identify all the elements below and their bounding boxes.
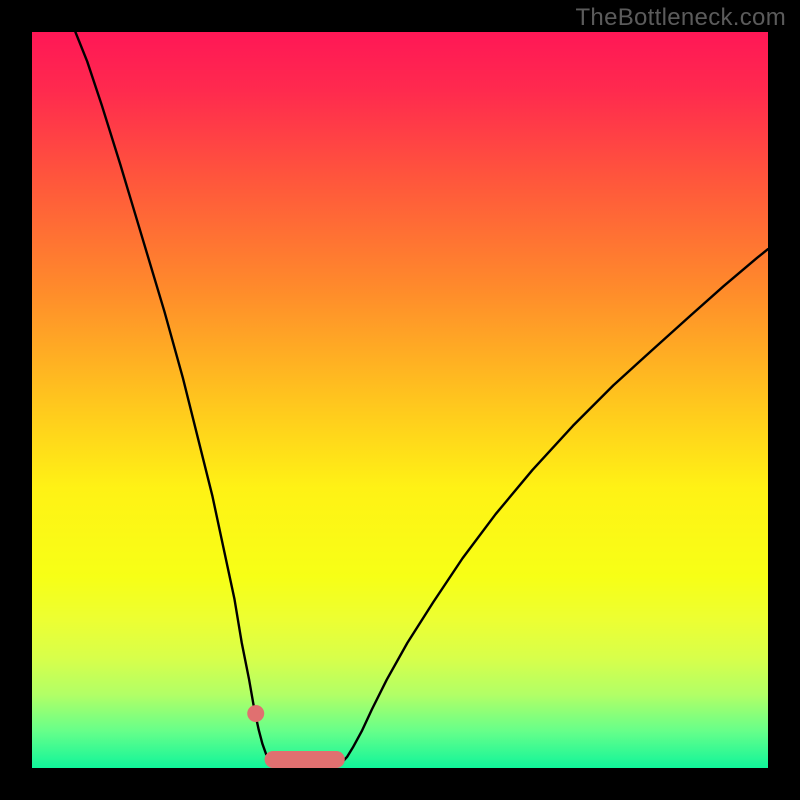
plot-frame xyxy=(32,32,768,768)
chart-svg xyxy=(32,32,768,768)
watermark-text: TheBottleneck.com xyxy=(575,4,786,32)
optimal-point-marker xyxy=(247,705,264,722)
stage: TheBottleneck.com xyxy=(0,0,800,800)
optimal-range-marker xyxy=(265,751,345,768)
bottleneck-curve-line xyxy=(75,32,768,768)
